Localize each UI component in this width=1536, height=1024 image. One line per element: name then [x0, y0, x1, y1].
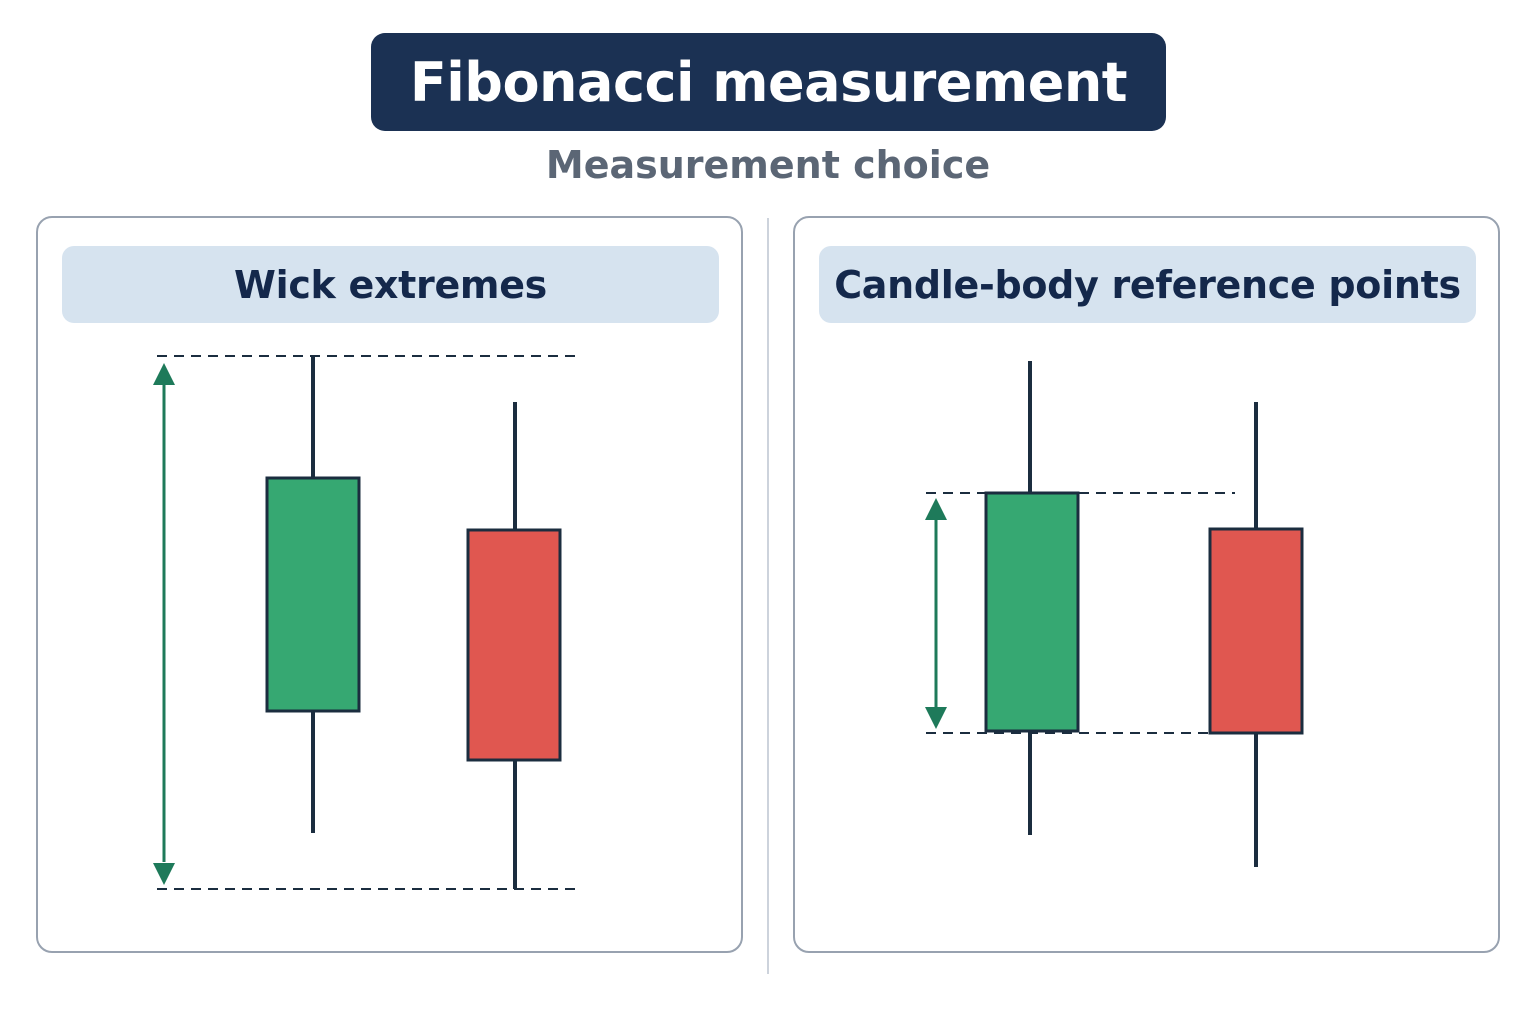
bearish-candle	[1208, 402, 1304, 867]
candle-body	[265, 476, 361, 713]
panel-header-candle-body: Candle-body reference points	[819, 246, 1476, 323]
bearish-candle	[466, 402, 562, 889]
panel-header-label: Wick extremes	[233, 262, 547, 307]
panel-wick-extremes: Wick extremes	[36, 216, 743, 953]
candle-body	[1208, 527, 1304, 735]
left-diagram	[153, 355, 577, 890]
panel-candle-body: Candle-body reference points	[793, 216, 1500, 953]
right-diagram	[925, 361, 1304, 867]
page-subtitle: Measurement choice	[545, 143, 991, 187]
bullish-candle	[984, 361, 1080, 835]
panel-header-label: Candle-body reference points	[834, 262, 1461, 307]
bullish-candle	[265, 356, 361, 833]
measurement-arrow-icon	[153, 363, 175, 885]
measurement-arrow-icon	[925, 498, 947, 729]
panel-header-wick-extremes: Wick extremes	[62, 246, 719, 323]
center-divider	[767, 218, 769, 974]
title-banner: Fibonacci measurement	[371, 33, 1166, 131]
candle-body	[984, 491, 1080, 733]
candle-body	[466, 528, 562, 762]
page-title: Fibonacci measurement	[409, 50, 1128, 114]
